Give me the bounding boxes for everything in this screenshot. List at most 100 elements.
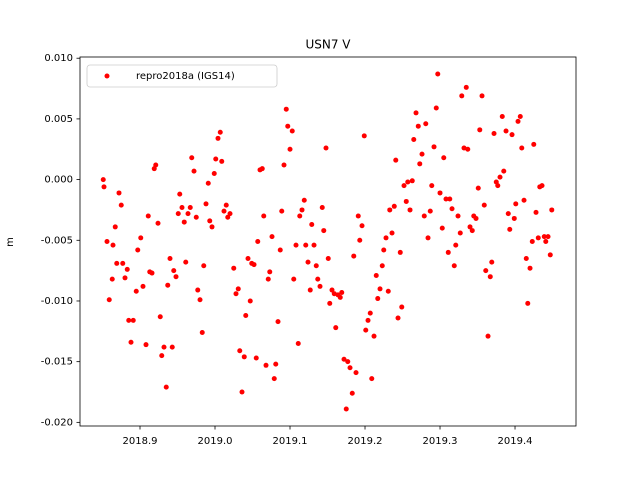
data-point xyxy=(223,202,229,208)
data-point xyxy=(459,93,465,99)
data-point xyxy=(365,317,371,323)
data-point xyxy=(245,255,251,261)
data-point xyxy=(275,319,281,325)
data-point xyxy=(363,327,369,333)
data-point xyxy=(213,156,219,162)
data-point xyxy=(163,384,169,390)
data-point xyxy=(177,191,183,197)
data-point xyxy=(126,317,132,323)
legend-box xyxy=(86,64,278,88)
data-point xyxy=(181,219,187,225)
data-point xyxy=(106,297,112,303)
data-point xyxy=(165,282,171,288)
data-point xyxy=(227,211,233,217)
data-point xyxy=(283,106,289,112)
data-point xyxy=(515,118,521,124)
data-point xyxy=(407,207,413,213)
data-point xyxy=(311,242,317,248)
data-point xyxy=(305,259,311,265)
data-point xyxy=(455,213,461,219)
data-point xyxy=(291,276,297,282)
data-point xyxy=(173,274,179,280)
data-point xyxy=(195,287,201,293)
y-tick-label: -0.020 xyxy=(41,417,73,428)
data-point xyxy=(413,110,419,116)
data-point xyxy=(143,342,149,348)
data-point xyxy=(197,297,203,303)
data-point xyxy=(239,389,245,395)
data-point xyxy=(393,157,399,163)
data-point xyxy=(463,84,469,90)
data-point xyxy=(353,370,359,376)
data-point xyxy=(333,325,339,331)
data-point xyxy=(439,225,445,231)
data-point xyxy=(243,313,249,319)
data-point xyxy=(511,215,517,221)
data-point xyxy=(217,129,223,135)
data-point xyxy=(185,211,191,217)
data-point xyxy=(345,359,351,365)
data-point xyxy=(505,211,511,217)
data-point xyxy=(104,239,110,244)
data-point xyxy=(337,294,343,300)
data-point xyxy=(267,269,273,275)
data-point xyxy=(323,145,329,151)
data-point xyxy=(391,203,397,209)
data-point xyxy=(329,287,335,293)
y-tick-label: -0.005 xyxy=(41,235,73,246)
data-point xyxy=(193,214,199,220)
data-point xyxy=(535,235,541,241)
data-point xyxy=(445,249,451,255)
data-point xyxy=(383,235,389,241)
data-point xyxy=(431,144,437,150)
data-point xyxy=(279,208,285,214)
data-point xyxy=(331,291,337,297)
data-point xyxy=(539,183,545,189)
data-point xyxy=(417,161,423,167)
data-point xyxy=(501,168,507,174)
data-point xyxy=(169,344,175,350)
data-point xyxy=(339,289,345,295)
data-point xyxy=(114,260,120,266)
data-point xyxy=(387,207,393,213)
data-point xyxy=(509,132,515,138)
data-point xyxy=(395,315,401,321)
data-point xyxy=(285,123,291,129)
data-point xyxy=(491,130,497,136)
data-point xyxy=(201,263,207,269)
data-point xyxy=(301,197,307,203)
data-point xyxy=(319,205,325,211)
x-tick-label: 2019.3 xyxy=(423,436,458,447)
data-point xyxy=(235,286,241,292)
data-point xyxy=(109,276,115,282)
data-point xyxy=(187,205,193,211)
data-point xyxy=(145,213,151,219)
data-point xyxy=(385,288,391,294)
data-point xyxy=(247,298,253,304)
data-point xyxy=(543,239,549,244)
data-point xyxy=(489,259,495,265)
data-point xyxy=(209,224,215,230)
data-point xyxy=(140,283,146,289)
data-point xyxy=(130,317,136,323)
x-tick-label: 2019.0 xyxy=(198,436,233,447)
data-point xyxy=(435,71,441,77)
data-point xyxy=(469,228,475,234)
data-point xyxy=(189,155,195,161)
data-point xyxy=(317,283,323,289)
data-point xyxy=(133,288,139,294)
data-point xyxy=(487,274,493,280)
data-point xyxy=(461,145,467,151)
y-tick-label: -0.010 xyxy=(41,296,73,307)
data-point xyxy=(519,145,525,151)
data-point xyxy=(367,310,373,316)
data-point xyxy=(122,275,128,281)
data-point xyxy=(297,213,303,219)
y-tick-label: -0.015 xyxy=(41,357,73,368)
y-tick-label: 0.000 xyxy=(44,175,73,186)
data-point xyxy=(112,224,118,230)
data-point xyxy=(533,209,539,215)
data-point xyxy=(273,361,279,367)
y-tick-label: 0.005 xyxy=(44,114,73,125)
data-point xyxy=(191,168,197,174)
